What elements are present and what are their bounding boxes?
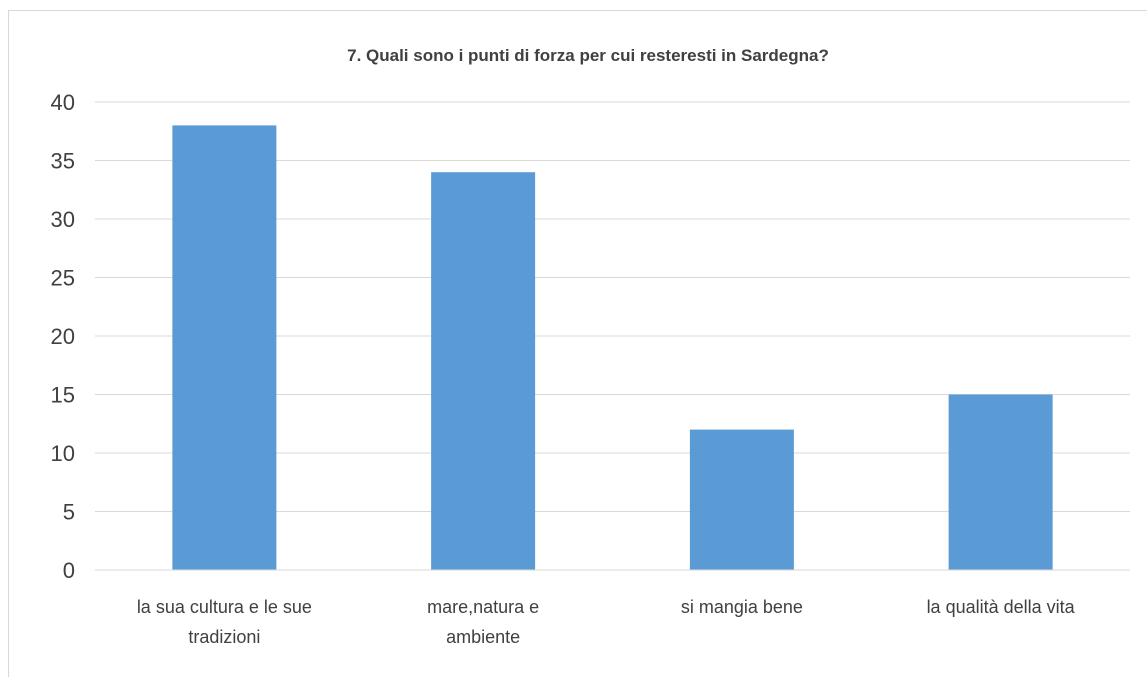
x-tick-label: si mangia bene <box>681 597 803 617</box>
y-tick-label: 20 <box>51 324 75 349</box>
x-tick-label: mare,natura e ambiente <box>427 597 539 647</box>
y-tick-label: 0 <box>63 558 75 583</box>
y-tick-label: 30 <box>51 207 75 232</box>
bar <box>948 394 1053 570</box>
y-tick-label: 15 <box>51 383 75 408</box>
bar <box>431 172 536 570</box>
y-tick-label: 40 <box>51 90 75 115</box>
x-tick-label: la qualità della vita <box>927 597 1076 617</box>
bar <box>172 125 277 571</box>
bar <box>689 429 794 570</box>
chart-title: 7. Quali sono i punti di forza per cui r… <box>347 46 829 65</box>
y-tick-label: 10 <box>51 441 75 466</box>
y-tick-label: 5 <box>63 500 75 525</box>
x-tick-label: la sua cultura e le sue tradizioni <box>137 597 312 647</box>
y-tick-label: 25 <box>51 266 75 291</box>
y-tick-label: 35 <box>51 149 75 174</box>
